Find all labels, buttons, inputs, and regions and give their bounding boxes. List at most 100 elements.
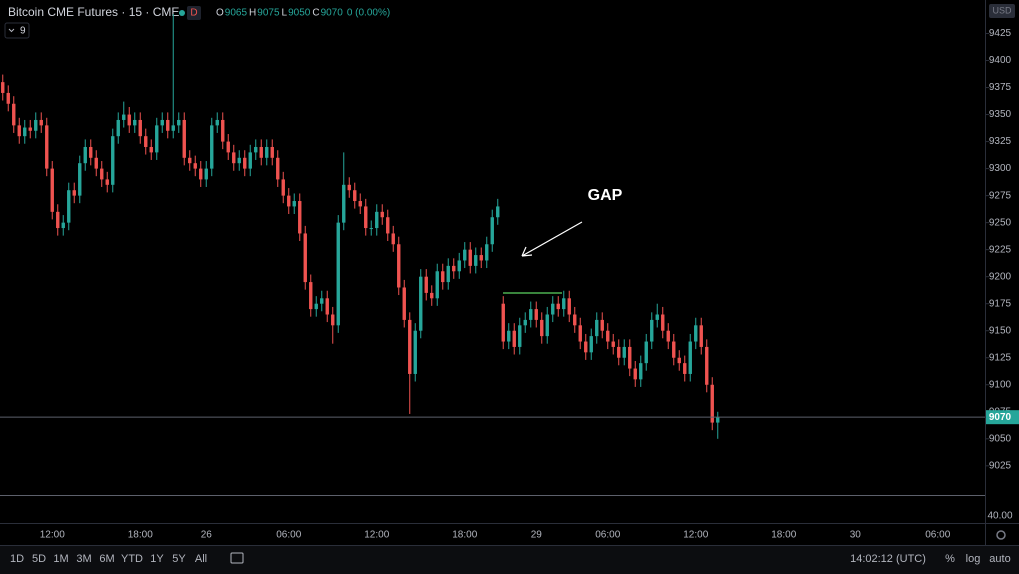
status-dot bbox=[179, 10, 185, 16]
candle-body bbox=[336, 222, 340, 326]
y-tick-label: 9200 bbox=[989, 271, 1012, 282]
range-button[interactable]: 1D bbox=[10, 553, 24, 565]
candle-body bbox=[127, 114, 131, 126]
y-tick-label: 9225 bbox=[989, 244, 1012, 255]
ohlc-change: 0 (0.00%) bbox=[347, 8, 390, 19]
x-tick-label: 06:00 bbox=[276, 530, 301, 541]
range-button[interactable]: 1M bbox=[53, 553, 68, 565]
candle-body bbox=[1, 82, 5, 93]
candle-body bbox=[644, 341, 648, 364]
candle-body bbox=[265, 146, 269, 158]
range-button[interactable]: 1Y bbox=[150, 553, 164, 565]
indicator-box[interactable] bbox=[4, 22, 30, 39]
candle-body bbox=[215, 119, 219, 126]
candle-body bbox=[358, 201, 362, 207]
candle-body bbox=[551, 303, 555, 315]
candle-body bbox=[606, 330, 610, 342]
candle-body bbox=[474, 255, 478, 266]
last-price-tag bbox=[986, 410, 1019, 425]
candle-body bbox=[221, 119, 225, 142]
ohlc-value: 9070 bbox=[321, 8, 344, 19]
range-button[interactable]: 3M bbox=[76, 553, 91, 565]
candle-body bbox=[424, 276, 428, 293]
candle-body bbox=[259, 146, 263, 158]
candle-body bbox=[611, 341, 615, 347]
candle-body bbox=[226, 141, 230, 153]
candle-body bbox=[325, 298, 329, 315]
candle-body bbox=[441, 271, 445, 283]
candle-body bbox=[622, 346, 626, 358]
candle-body bbox=[155, 125, 159, 153]
ohlc-letter: H bbox=[249, 8, 256, 19]
ohlc-letter: C bbox=[312, 8, 319, 19]
candle-body bbox=[567, 298, 571, 315]
candle-body bbox=[600, 319, 604, 331]
candle-body bbox=[116, 119, 120, 137]
candle-body bbox=[490, 217, 494, 245]
candle-body bbox=[67, 190, 71, 223]
ohlc-value: 9065 bbox=[225, 8, 248, 19]
ohlc-value: 9050 bbox=[288, 8, 311, 19]
ohlc-letter: L bbox=[282, 8, 288, 19]
candle-body bbox=[23, 127, 27, 137]
candle-body bbox=[534, 309, 538, 320]
candle-body bbox=[105, 179, 109, 185]
scale-option[interactable]: auto bbox=[989, 553, 1010, 565]
scale-option[interactable]: % bbox=[945, 553, 955, 565]
candle-body bbox=[144, 136, 148, 147]
candle-body bbox=[248, 152, 252, 169]
badge-box bbox=[187, 6, 201, 20]
range-button[interactable]: YTD bbox=[121, 553, 143, 565]
candle-body bbox=[556, 303, 560, 310]
candle-body bbox=[633, 368, 637, 380]
candle-body bbox=[254, 146, 258, 153]
candle-body bbox=[149, 146, 153, 153]
candle-body bbox=[138, 119, 142, 137]
candle-body bbox=[78, 163, 82, 196]
candle-body bbox=[710, 384, 714, 423]
range-button[interactable]: 5D bbox=[32, 553, 46, 565]
candle-body bbox=[545, 314, 549, 337]
range-button[interactable]: 6M bbox=[99, 553, 114, 565]
candle-body bbox=[408, 319, 412, 374]
candle-body bbox=[347, 184, 351, 191]
x-tick-label: 12:00 bbox=[683, 530, 708, 541]
candle-body bbox=[501, 303, 505, 342]
candle-body bbox=[529, 309, 533, 320]
scale-option[interactable]: log bbox=[966, 553, 981, 565]
range-button[interactable]: All bbox=[195, 553, 207, 565]
candle-body bbox=[133, 119, 137, 126]
candle-body bbox=[232, 152, 236, 164]
symbol-title: Bitcoin CME Futures · 15 · CME bbox=[8, 5, 179, 19]
candle-body bbox=[28, 127, 32, 131]
settings-icon[interactable] bbox=[996, 530, 1006, 540]
candle-body bbox=[666, 330, 670, 342]
candle-body bbox=[56, 211, 60, 229]
candle-body bbox=[485, 244, 489, 261]
candle-body bbox=[182, 119, 186, 158]
x-tick-label: 30 bbox=[850, 530, 862, 541]
range-button[interactable]: 5Y bbox=[172, 553, 186, 565]
candle-body bbox=[12, 103, 16, 126]
ohlc-letter: O bbox=[216, 8, 224, 19]
candle-body bbox=[694, 325, 698, 342]
candle-body bbox=[639, 363, 643, 380]
candle-body bbox=[331, 314, 335, 326]
date-range-icon[interactable] bbox=[230, 552, 244, 564]
candle-body bbox=[672, 341, 676, 358]
y-tick-label: 9275 bbox=[989, 190, 1012, 201]
candle-body bbox=[540, 319, 544, 337]
candle-body bbox=[309, 282, 313, 310]
candle-body bbox=[655, 314, 659, 320]
annotation: GAP bbox=[588, 187, 623, 204]
candle-body bbox=[160, 119, 164, 126]
y-tick-label: 9250 bbox=[989, 217, 1012, 228]
x-tick-label: 18:00 bbox=[128, 530, 153, 541]
y-tick-label: 9325 bbox=[989, 136, 1012, 147]
ohlc-value: 9075 bbox=[257, 8, 280, 19]
y-tick-label: 9100 bbox=[989, 379, 1012, 390]
y-tick-label: 9050 bbox=[989, 433, 1012, 444]
badge: D bbox=[190, 8, 197, 19]
bottom-toolbar bbox=[0, 545, 1019, 574]
